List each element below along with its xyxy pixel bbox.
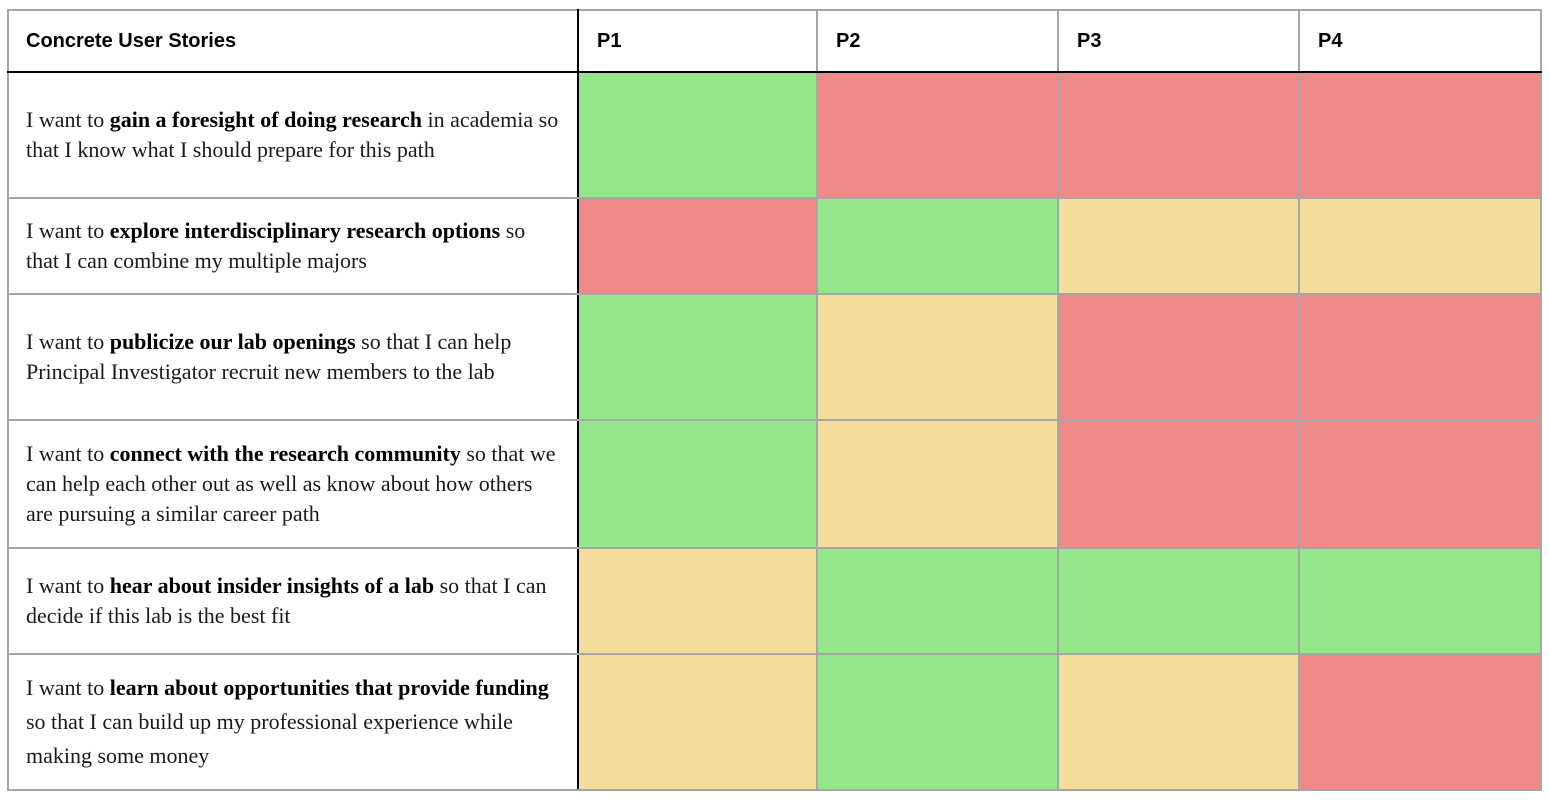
rating-cell-p2 bbox=[816, 547, 1059, 655]
rating-cell-p1 bbox=[577, 419, 818, 549]
table-row: I want to hear about insider insights of… bbox=[7, 547, 1542, 655]
rating-cell-p4 bbox=[1298, 197, 1542, 295]
rating-cell-p4 bbox=[1298, 71, 1542, 199]
user-story-matrix: Concrete User Stories P1 P2 P3 P4 I want… bbox=[7, 9, 1542, 791]
story-text: so that I can combine my multiple majors bbox=[26, 218, 526, 273]
story-text: I want to bbox=[26, 441, 110, 466]
user-story-cell: I want to hear about insider insights of… bbox=[7, 547, 579, 655]
story-key-phrase: connect with the research community bbox=[109, 441, 461, 466]
story-text: I want to bbox=[26, 675, 110, 700]
story-key-phrase: learn about opportunities that provide f… bbox=[109, 675, 549, 700]
story-text: so that I can decide if this lab is the … bbox=[26, 573, 547, 628]
story-text: so that we can help each other out as we… bbox=[26, 441, 556, 526]
header-p4: P4 bbox=[1298, 9, 1542, 73]
rating-cell-p1 bbox=[577, 197, 818, 295]
rating-cell-p2 bbox=[816, 293, 1059, 421]
story-text: I want to bbox=[26, 573, 110, 598]
rating-cell-p1 bbox=[577, 71, 818, 199]
rating-cell-p1 bbox=[577, 653, 818, 791]
story-text: so that I can help Principal Investigato… bbox=[26, 329, 512, 384]
user-story-cell: I want to connect with the research comm… bbox=[7, 419, 579, 549]
user-story-cell: I want to explore interdisciplinary rese… bbox=[7, 197, 579, 295]
table-row: I want to connect with the research comm… bbox=[7, 419, 1542, 549]
rating-cell-p3 bbox=[1057, 197, 1300, 295]
header-row: Concrete User Stories P1 P2 P3 P4 bbox=[7, 9, 1542, 73]
rating-cell-p2 bbox=[816, 419, 1059, 549]
story-text: I want to bbox=[26, 218, 110, 243]
rating-cell-p3 bbox=[1057, 71, 1300, 199]
header-p3: P3 bbox=[1057, 9, 1300, 73]
user-story-cell: I want to publicize our lab openings so … bbox=[7, 293, 579, 421]
table-row: I want to learn about opportunities that… bbox=[7, 653, 1542, 791]
story-key-phrase: gain a foresight of doing research bbox=[109, 107, 422, 132]
rating-cell-p3 bbox=[1057, 547, 1300, 655]
story-key-phrase: publicize our lab openings bbox=[109, 329, 356, 354]
story-text: I want to bbox=[26, 107, 110, 132]
header-p2: P2 bbox=[816, 9, 1059, 73]
rating-cell-p4 bbox=[1298, 419, 1542, 549]
story-text: in academia so that I know what I should… bbox=[26, 107, 559, 162]
rating-cell-p3 bbox=[1057, 653, 1300, 791]
rating-cell-p4 bbox=[1298, 547, 1542, 655]
story-key-phrase: explore interdisciplinary research optio… bbox=[109, 218, 501, 243]
table-row: I want to explore interdisciplinary rese… bbox=[7, 197, 1542, 295]
table-row: I want to publicize our lab openings so … bbox=[7, 293, 1542, 421]
header-p1: P1 bbox=[577, 9, 818, 73]
rating-cell-p1 bbox=[577, 293, 818, 421]
table-row: I want to gain a foresight of doing rese… bbox=[7, 71, 1542, 199]
rating-cell-p1 bbox=[577, 547, 818, 655]
story-text: so that I can build up my professional e… bbox=[26, 709, 513, 768]
rating-cell-p4 bbox=[1298, 653, 1542, 791]
user-story-table: Concrete User Stories P1 P2 P3 P4 I want… bbox=[7, 9, 1542, 791]
rating-cell-p4 bbox=[1298, 293, 1542, 421]
rating-cell-p2 bbox=[816, 71, 1059, 199]
rating-cell-p3 bbox=[1057, 293, 1300, 421]
story-key-phrase: hear about insider insights of a lab bbox=[109, 573, 435, 598]
user-story-cell: I want to learn about opportunities that… bbox=[7, 653, 579, 791]
user-story-cell: I want to gain a foresight of doing rese… bbox=[7, 71, 579, 199]
rating-cell-p2 bbox=[816, 653, 1059, 791]
rating-cell-p2 bbox=[816, 197, 1059, 295]
rating-cell-p3 bbox=[1057, 419, 1300, 549]
story-text: I want to bbox=[26, 329, 110, 354]
header-concrete-user-stories: Concrete User Stories bbox=[7, 9, 579, 73]
